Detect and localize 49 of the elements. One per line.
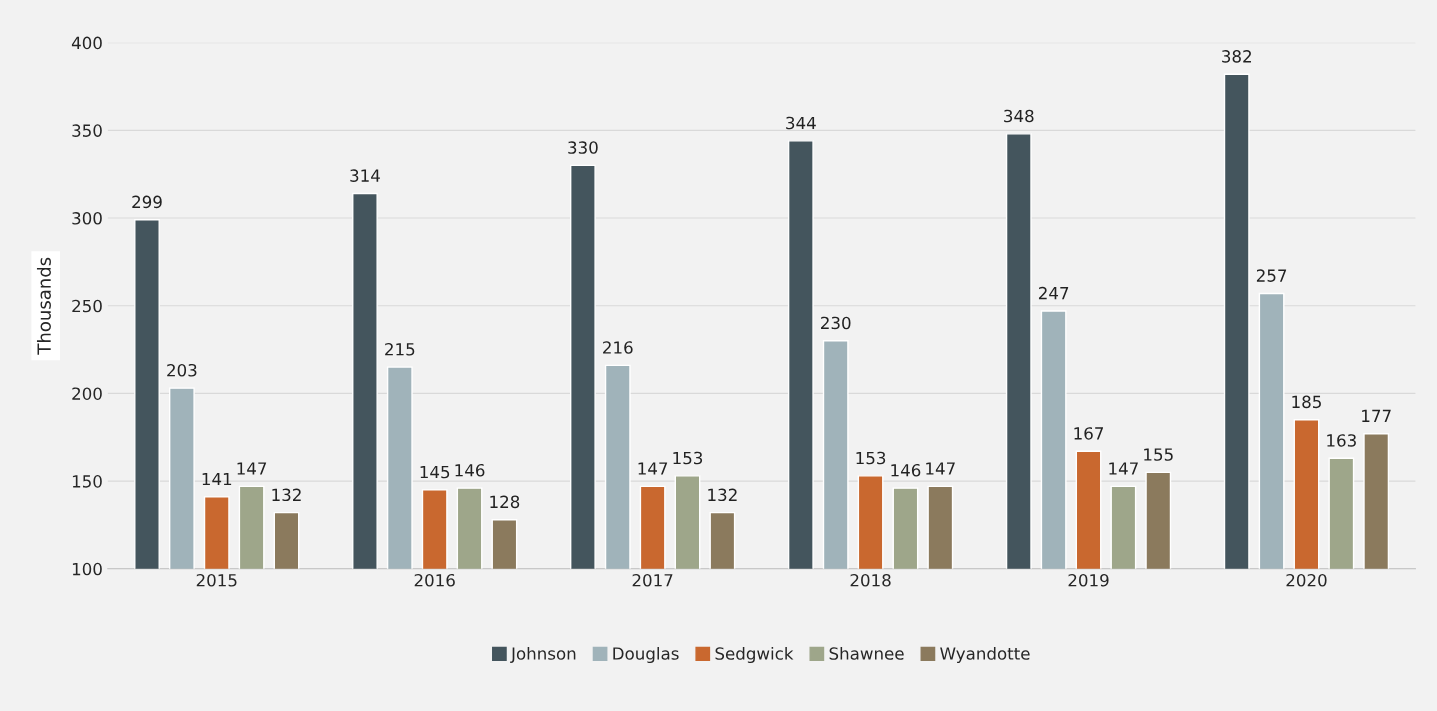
y-tick-label: 200 [72, 387, 102, 400]
data-label: 128 [490, 495, 520, 509]
legend-label: Wyandotte [940, 646, 1030, 664]
data-label: 132 [708, 488, 737, 502]
x-tick-label: 2015 [196, 573, 237, 587]
y-axis-title: Thousands [36, 257, 51, 355]
x-tick-label: 2018 [850, 573, 891, 587]
legend-label: Douglas [613, 646, 679, 664]
data-label: 147 [638, 462, 668, 475]
data-label: 167 [1074, 427, 1104, 440]
y-tick-label: 400 [71, 36, 102, 50]
data-label: 299 [132, 195, 162, 209]
data-label: 147 [1109, 462, 1138, 475]
data-label: 330 [568, 141, 598, 154]
data-label: 230 [821, 316, 851, 330]
data-label: 153 [673, 451, 703, 465]
data-label: 203 [167, 363, 197, 377]
data-label: 257 [1256, 269, 1287, 282]
data-label: 147 [926, 462, 955, 475]
data-label: 146 [455, 463, 485, 477]
data-label: 185 [1292, 395, 1321, 409]
data-label: 146 [891, 463, 921, 477]
legend-label: Johnson [510, 646, 576, 663]
y-tick-label: 300 [72, 212, 102, 225]
data-label: 344 [786, 116, 816, 130]
data-label: 153 [856, 451, 886, 465]
y-tick-label: 350 [72, 124, 102, 137]
data-label: 177 [1362, 409, 1391, 422]
data-label: 147 [237, 462, 267, 475]
data-label: 314 [350, 169, 380, 182]
data-label: 155 [1144, 448, 1173, 461]
data-label: 216 [603, 341, 633, 354]
data-label: 215 [385, 342, 415, 356]
x-tick-label: 2017 [632, 573, 673, 587]
y-tick-label: 100 [72, 562, 102, 576]
data-label: 163 [1327, 434, 1356, 447]
x-tick-label: 2020 [1286, 573, 1327, 587]
x-tick-label: 2019 [1068, 573, 1109, 587]
data-label: 247 [1038, 286, 1069, 300]
data-label: 348 [1004, 109, 1034, 123]
data-label: 382 [1222, 50, 1251, 63]
data-label: 141 [202, 472, 232, 486]
x-tick-label: 2016 [414, 573, 455, 587]
legend-label: Shawnee [829, 646, 904, 660]
data-label: 145 [420, 465, 450, 479]
data-label: 132 [272, 488, 301, 502]
y-tick-label: 250 [72, 299, 102, 313]
y-tick-label: 150 [72, 475, 102, 488]
legend-label: Sedgwick [715, 646, 794, 664]
